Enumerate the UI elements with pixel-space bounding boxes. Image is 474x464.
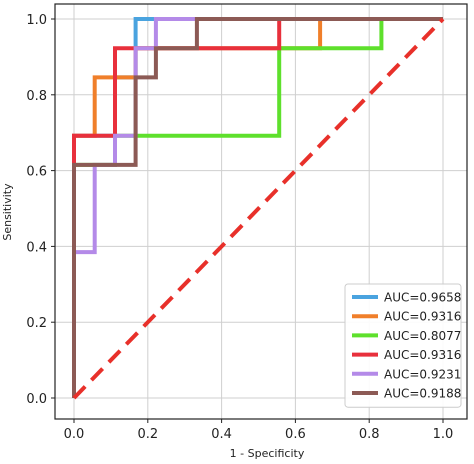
x-tick-label: 0.0 — [64, 427, 85, 442]
legend-label: AUC=0.8077 — [384, 329, 461, 343]
roc-curves — [72, 17, 443, 398]
y-tick-label: 0.4 — [26, 240, 47, 255]
x-tick-label: 0.4 — [211, 427, 232, 442]
x-axis-ticks: 0.0 0.2 0.4 0.6 0.8 1.0 — [64, 419, 454, 442]
plot-frame — [54, 3, 468, 420]
x-tick-label: 0.2 — [137, 427, 158, 442]
legend-label: AUC=0.9316 — [384, 348, 461, 362]
grid-lines — [55, 4, 467, 419]
legend-label: AUC=0.9658 — [384, 291, 461, 305]
y-tick-label: 1.0 — [26, 13, 47, 28]
legend-label: AUC=0.9188 — [384, 387, 461, 401]
legend-label: AUC=0.9316 — [384, 310, 461, 324]
y-axis-label: Sensitivity — [1, 183, 14, 241]
roc-curve-6 — [72, 17, 443, 398]
y-tick-label: 0.8 — [26, 89, 47, 104]
x-axis-label: 1 - Specificity — [230, 447, 305, 460]
y-tick-label: 0.2 — [26, 316, 47, 331]
y-axis-ticks: 0.0 0.2 0.4 0.6 0.8 1.0 — [26, 13, 55, 407]
legend: AUC=0.9658 AUC=0.9316 AUC=0.8077 AUC=0.9316… — [344, 283, 462, 408]
legend-label: AUC=0.9231 — [384, 367, 461, 381]
x-tick-label: 0.6 — [285, 427, 306, 442]
x-tick-label: 1.0 — [433, 427, 454, 442]
roc-curve-5 — [72, 17, 443, 398]
x-tick-label: 0.8 — [359, 427, 380, 442]
y-tick-label: 0.6 — [26, 165, 47, 180]
y-tick-label: 0.0 — [26, 392, 47, 407]
chance-line — [72, 17, 445, 400]
reference-diagonal — [72, 17, 445, 400]
